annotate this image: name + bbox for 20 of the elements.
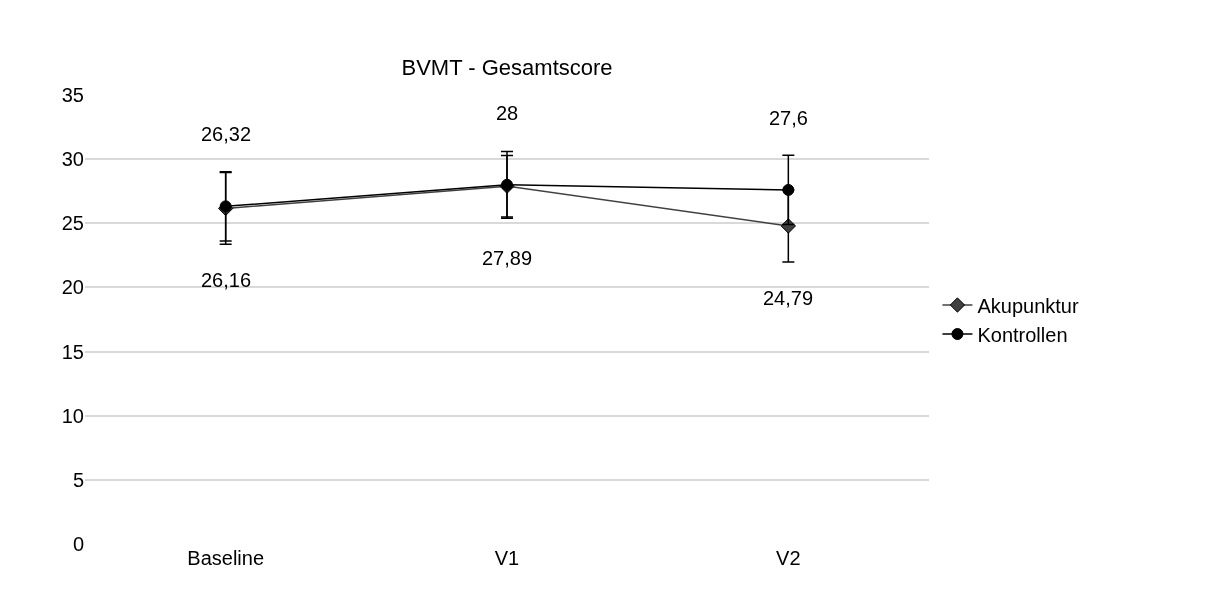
y-tick-label: 15: [61, 340, 84, 363]
y-tick-label: 10: [61, 404, 84, 427]
y-tick-label: 20: [61, 276, 84, 299]
legend-label: Akupunktur: [977, 294, 1079, 317]
y-tick-label: 5: [72, 468, 84, 491]
chart-title: BVMT - Gesamtscore: [401, 54, 613, 80]
legend-label: Kontrollen: [977, 323, 1068, 346]
x-tick-label: Baseline: [187, 547, 265, 569]
data-label: 27,6: [769, 107, 808, 129]
y-tick-label: 35: [61, 84, 84, 106]
data-label: 27,89: [482, 247, 533, 269]
data-label: 26,16: [201, 269, 252, 291]
x-tick-label: V2: [776, 547, 801, 569]
x-tick-label: V1: [494, 547, 520, 569]
data-label: 26,32: [201, 123, 252, 145]
y-tick-label: 30: [61, 148, 84, 171]
data-label: 24,79: [763, 287, 814, 309]
y-tick-label: 0: [72, 533, 84, 555]
data-label: 28: [496, 102, 519, 124]
y-tick-label: 25: [61, 212, 84, 235]
